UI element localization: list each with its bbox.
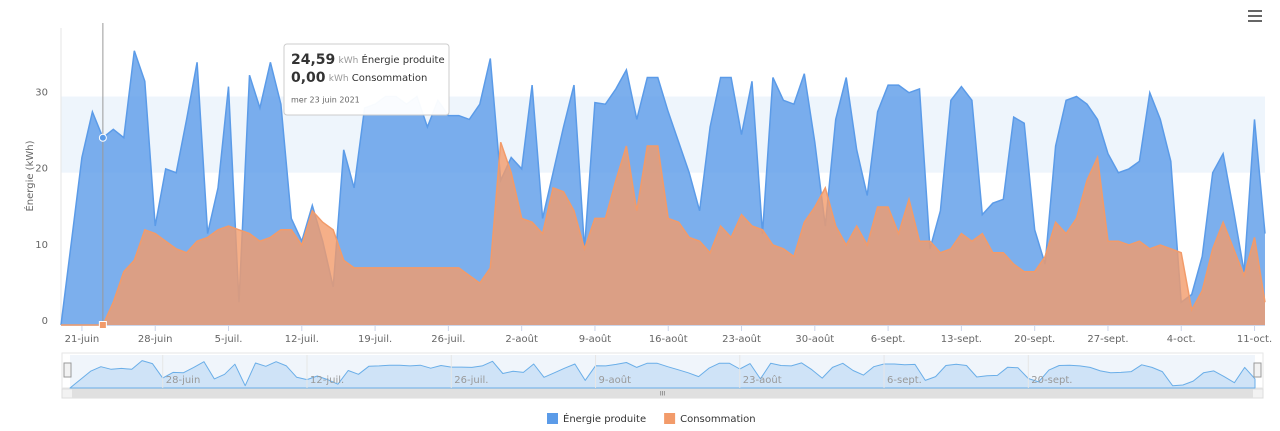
navigator-label: 26-juil. <box>454 375 488 386</box>
legend-swatch[interactable] <box>664 413 676 424</box>
tooltip-line: 0,00 kWh Consommation <box>291 70 427 86</box>
y-tick-label: 30 <box>35 88 48 99</box>
navigator-label: 20-sept. <box>1031 375 1072 386</box>
x-tick-label: 27-sept. <box>1087 334 1128 345</box>
x-tick-label: 23-août <box>722 333 761 345</box>
x-tick-label: 13-sept. <box>941 334 982 345</box>
x-tick-label: 30-août <box>795 333 834 345</box>
tooltip-date: mer 23 juin 2021 <box>291 96 360 105</box>
navigator-handle[interactable] <box>63 362 72 378</box>
area-line <box>61 141 1266 326</box>
hover-marker <box>98 321 107 329</box>
y-axis-label: Énergie (kWh) <box>23 140 36 211</box>
x-tick-label: 2-août <box>505 333 538 345</box>
tooltip-name: Énergie produite <box>362 53 445 66</box>
tooltip-value: 24,59 <box>291 52 335 68</box>
x-tick-label: 20-sept. <box>1014 334 1055 345</box>
navigator-label: 9-août <box>599 374 632 386</box>
navigator-series <box>69 360 1256 389</box>
legend-label[interactable]: Consommation <box>680 414 756 425</box>
menu-bar <box>1248 10 1262 12</box>
x-tick-label: 11-oct. <box>1237 334 1272 345</box>
legend-label[interactable]: Énergie produite <box>563 412 646 425</box>
menu-bar <box>1248 20 1262 22</box>
x-tick-label: 16-août <box>649 333 688 345</box>
navigator-handle[interactable] <box>1253 362 1262 378</box>
x-tick-label: 9-août <box>579 333 612 345</box>
scrollbar-thumb[interactable] <box>72 389 1253 398</box>
x-tick-label: 5-juil. <box>215 334 243 345</box>
tooltip-line: 24,59 kWh Énergie produite <box>291 52 445 68</box>
menu-bar <box>1248 15 1262 17</box>
tooltip-box <box>283 43 450 116</box>
x-tick-label: 4-oct. <box>1167 334 1196 345</box>
y-tick-label: 20 <box>35 164 48 175</box>
scrollbar-grip: III <box>660 391 666 398</box>
hover-marker <box>98 133 107 142</box>
area-line <box>60 50 1266 326</box>
navigator-label: 12-juil. <box>310 375 344 386</box>
tooltip-unit: kWh <box>329 74 349 84</box>
menu-button[interactable] <box>1248 10 1262 22</box>
navigator-label: 23-août <box>743 374 782 386</box>
tooltip: 24,59 kWh Énergie produite 0,00 kWh Conso… <box>283 43 450 116</box>
x-tick-label: 26-juil. <box>431 334 465 345</box>
x-tick-label: 19-juil. <box>358 334 392 345</box>
x-tick-label: 21-juin <box>65 334 100 345</box>
tooltip-unit: kWh <box>338 56 358 66</box>
y-tick-label: 0 <box>42 316 48 327</box>
x-tick-label: 12-juil. <box>285 334 319 345</box>
tooltip-name: Consommation <box>352 73 428 84</box>
tooltip-value: 0,00 <box>291 70 326 86</box>
x-tick-label: 6-sept. <box>871 334 906 345</box>
navigator-label: 28-juin <box>166 375 201 386</box>
legend-swatch[interactable] <box>547 413 558 424</box>
x-tick-label: 28-juin <box>138 334 173 345</box>
area-fill <box>61 142 1265 325</box>
navigator-label: 6-sept. <box>887 375 922 386</box>
y-tick-label: 10 <box>35 240 48 251</box>
